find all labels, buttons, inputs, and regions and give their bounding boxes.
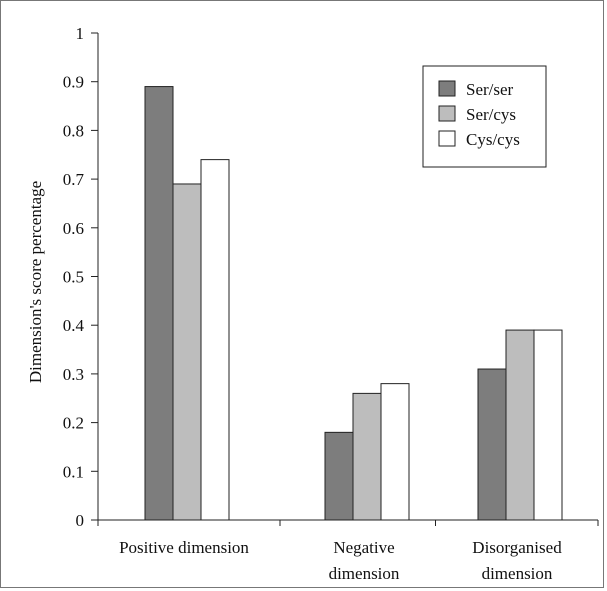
y-tick-label: 0.6 [63,219,84,238]
bar-ser-cys-3 [505,329,535,521]
bar-cys-cys-3 [533,329,563,521]
chart-ticks: 0 0.1 0.2 0.3 0.4 0.5 0.6 0.7 0.8 0.9 1 Positive di… [63,24,599,583]
legend-label-ser-cys: Ser/cys [466,105,516,124]
chart-bars [144,86,563,521]
x-category-label: Negative [333,538,394,557]
y-tick-label: 0.2 [63,414,84,433]
y-tick-label: 0 [76,511,85,530]
x-category-label: dimension [329,564,400,583]
legend-label-cys-cys: Cys/cys [466,130,520,149]
y-axis-title: Dimension's score percentage [26,181,45,383]
bar-ser-ser-3 [477,368,507,521]
bar-ser-cys-2 [352,392,382,521]
x-category-label: Disorganised [472,538,562,557]
y-tick-label: 0.3 [63,365,84,384]
x-category-label: dimension [482,564,553,583]
y-tick-label: 0.7 [63,170,85,189]
bar-ser-cys-1 [172,183,202,521]
bar-ser-ser-1 [144,86,174,521]
y-tick-label: 0.1 [63,462,84,481]
y-tick-label: 1 [76,24,85,43]
legend-swatch-ser-cys [438,105,456,122]
y-tick-label: 0.9 [63,73,84,92]
legend-swatch-cys-cys [438,130,456,147]
chart-legend: Ser/ser Ser/cys Cys/cys [422,65,547,168]
legend-label-ser-ser: Ser/ser [466,80,514,99]
bar-ser-ser-2 [324,431,354,521]
bar-cys-cys-2 [380,383,410,521]
legend-swatch-ser-ser [438,80,456,97]
bar-cys-cys-1 [200,159,230,521]
x-category-label: Positive dimension [119,538,249,557]
y-tick-label: 0.5 [63,268,84,287]
y-tick-label: 0.8 [63,121,84,140]
y-tick-label: 0.4 [63,316,85,335]
